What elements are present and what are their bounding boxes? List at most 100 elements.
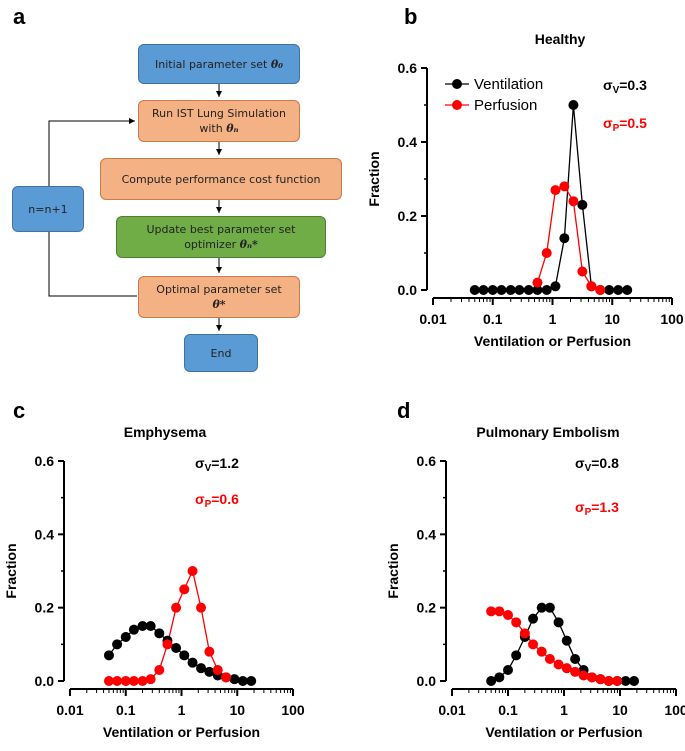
x-tick-label: 0.1 xyxy=(483,311,503,327)
data-point-ventilation xyxy=(486,676,497,686)
x-tick-label: 0.01 xyxy=(56,702,83,718)
y-tick-label: 0.0 xyxy=(398,282,418,298)
y-axis-label: Fraction xyxy=(366,151,382,206)
data-point-ventilation xyxy=(561,635,572,646)
data-point-ventilation xyxy=(604,285,615,295)
chart-c: Emphysema 0.0 0.2 0.4 0.6 0.01 0.1 1 10 100 Ventil… xyxy=(3,424,305,740)
legend-label: Ventilation xyxy=(474,76,543,93)
x-tick-label: 0.01 xyxy=(419,311,446,327)
data-point-ventilation xyxy=(532,285,543,295)
data-point-ventilation xyxy=(128,624,139,635)
sigma-p-annotation: σP=0.5 xyxy=(603,115,647,134)
data-point-ventilation xyxy=(553,617,564,628)
data-point-perfusion xyxy=(212,665,223,675)
chart-title: Pulmonary Embolism xyxy=(476,424,619,440)
data-point-perfusion xyxy=(544,654,555,664)
optimal-label-line1: Optimal parameter set xyxy=(156,283,282,296)
data-point-ventilation xyxy=(469,285,480,295)
theta-star-symbol: θ* xyxy=(212,298,226,311)
data-point-ventilation xyxy=(577,199,588,210)
y-tick-label: 0.2 xyxy=(417,600,437,616)
data-point-ventilation xyxy=(511,650,522,661)
data-point-perfusion xyxy=(550,185,561,196)
x-tick-label: 100 xyxy=(664,702,685,718)
x-axis-label: Ventilation or Perfusion xyxy=(474,333,631,349)
data-point-ventilation xyxy=(629,676,640,686)
data-point-perfusion xyxy=(511,617,522,628)
x-tick-label: 0.01 xyxy=(438,702,465,718)
data-point-ventilation xyxy=(559,233,570,244)
y-tick-label: 0.2 xyxy=(35,600,55,616)
data-point-perfusion xyxy=(171,602,182,613)
y-tick-label: 0.4 xyxy=(35,526,55,542)
chart-d: Pulmonary Embolism 0.0 0.2 0.4 0.6 0.01 0.1 1 10… xyxy=(385,424,685,740)
data-point-ventilation xyxy=(237,676,248,686)
data-point-perfusion xyxy=(532,277,543,288)
data-point-perfusion xyxy=(553,659,564,670)
data-point-ventilation xyxy=(620,676,631,686)
data-point-ventilation xyxy=(103,650,114,661)
data-point-ventilation xyxy=(505,285,516,295)
data-point-perfusion xyxy=(561,663,572,674)
legend-label: Perfusion xyxy=(474,97,537,114)
y-tick-label: 0.0 xyxy=(35,673,55,689)
series-line-ventilation xyxy=(474,104,628,291)
data-point-ventilation xyxy=(536,602,547,613)
y-tick-label: 0.6 xyxy=(417,453,437,469)
sigma-v-annotation: σV=0.8 xyxy=(575,455,619,474)
y-tick-label: 0.0 xyxy=(417,673,437,689)
initial-parameter-box: Initial parameter set θ₀ xyxy=(138,44,300,84)
data-point-ventilation xyxy=(204,666,215,677)
data-point-ventilation xyxy=(496,285,507,295)
data-point-perfusion xyxy=(577,266,588,277)
data-point-perfusion xyxy=(145,674,156,685)
series-line-perfusion xyxy=(109,568,227,682)
update-parameter-box: Update best parameter set optimizer θₙ* xyxy=(116,216,326,258)
data-point-ventilation xyxy=(503,665,513,675)
legend-marker xyxy=(452,100,462,110)
data-point-perfusion xyxy=(494,606,505,617)
optimal-parameter-box: Optimal parameter set θ* xyxy=(138,276,300,318)
y-axis-label: Fraction xyxy=(3,543,19,598)
cost-function-box: Compute performance cost function xyxy=(100,158,342,200)
data-point-perfusion xyxy=(179,584,190,595)
sigma-p-annotation: σP=0.6 xyxy=(195,491,239,510)
data-point-ventilation xyxy=(171,643,182,653)
data-point-perfusion xyxy=(541,248,552,258)
data-point-perfusion xyxy=(103,676,114,686)
data-point-perfusion xyxy=(559,181,570,192)
data-point-perfusion xyxy=(120,676,131,686)
end-label: End xyxy=(210,346,232,360)
data-point-perfusion xyxy=(154,665,165,675)
sigma-p-annotation: σP=1.3 xyxy=(575,499,619,518)
x-tick-label: 1 xyxy=(178,702,186,718)
data-point-perfusion xyxy=(528,639,539,650)
data-point-ventilation xyxy=(550,281,561,292)
data-point-perfusion xyxy=(204,646,215,657)
y-axis-label: Fraction xyxy=(385,543,401,598)
initial-label: Initial parameter set xyxy=(155,57,271,71)
chart-b: Healthy 0.0 0.2 0.4 0.6 0.01 0.1 1 10 100 Ventilat… xyxy=(366,31,684,349)
y-tick-label: 0.6 xyxy=(35,453,55,469)
data-point-perfusion xyxy=(221,672,232,683)
data-point-perfusion xyxy=(196,602,207,613)
data-point-ventilation xyxy=(145,621,156,631)
x-axis-label: Ventilation or Perfusion xyxy=(103,724,260,740)
theta-n-star-symbol: θₙ* xyxy=(239,238,258,251)
data-point-ventilation xyxy=(570,654,581,664)
x-tick-label: 0.1 xyxy=(498,702,518,718)
y-tick-label: 0.4 xyxy=(417,526,437,542)
y-tick-label: 0.2 xyxy=(398,208,418,224)
data-point-ventilation xyxy=(154,628,165,639)
data-point-perfusion xyxy=(536,646,547,657)
cost-label: Compute performance cost function xyxy=(121,172,321,186)
data-point-ventilation xyxy=(229,674,240,685)
run-label-line2: with xyxy=(199,122,227,135)
data-point-ventilation xyxy=(478,285,489,295)
data-point-ventilation xyxy=(494,672,505,683)
data-point-ventilation xyxy=(568,100,579,110)
x-tick-label: 100 xyxy=(660,311,684,327)
data-point-ventilation xyxy=(179,650,190,661)
data-point-perfusion xyxy=(603,676,614,686)
